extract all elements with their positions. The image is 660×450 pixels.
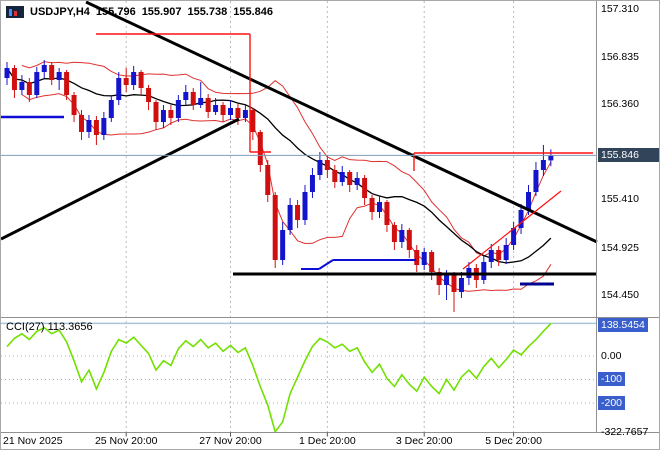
gridlines-layer — [125, 1, 515, 433]
price-axis-label: 154.450 — [601, 289, 639, 301]
indicator-value: 113.3656 — [47, 321, 93, 333]
candles-layer — [4, 60, 554, 312]
indicator-header: CCI(27) 113.3656 — [6, 321, 93, 333]
open-value: 155.796 — [95, 6, 136, 18]
time-axis-label: 3 Dec 20:00 — [395, 435, 453, 447]
panel-separators — [1, 1, 659, 437]
cci-value-badge: 138.5454 — [598, 318, 648, 332]
time-axis-label: 27 Nov 20:00 — [199, 435, 262, 447]
high-value: 155.907 — [141, 6, 182, 18]
low-value: 155.738 — [187, 6, 228, 18]
cci-value-badge: -100 — [598, 372, 626, 387]
cci-line — [6, 322, 552, 434]
price-axis-label: 156.835 — [601, 50, 639, 63]
price-axis-label: 157.310 — [601, 2, 639, 15]
current-price-badge: 155.846 — [598, 148, 659, 163]
price-axis[interactable]: 157.310 156.835 156.360 155.410 154.925 154.4… — [597, 1, 659, 449]
upper-band-line — [21, 61, 552, 257]
overlay-lines-layer — [1, 1, 598, 286]
time-axis[interactable]: 21 Nov 2025 25 Nov 20:00 27 Nov 20:00 1 Dec… — [1, 434, 659, 449]
cci-axis-label: -322.7657 — [601, 425, 649, 438]
symbol-header: USDJPY,H4 155.796 155.907 155.738 155.84… — [6, 6, 273, 18]
price-axis-label: 156.360 — [601, 98, 639, 110]
moving-average-line — [6, 67, 552, 264]
symbol-label: USDJPY,H4 — [30, 6, 90, 18]
time-axis-label: 21 Nov 2025 — [3, 435, 63, 447]
chart-icon — [6, 6, 24, 18]
time-axis-label: 25 Nov 20:00 — [94, 435, 158, 447]
cci-levels-layer — [1, 355, 596, 404]
cci-value-badge: -200 — [598, 395, 626, 410]
time-axis-label: 5 Dec 20:00 — [485, 435, 542, 447]
close-value: 155.846 — [233, 6, 273, 18]
indicator-label: CCI(27) — [6, 321, 45, 333]
cci-axis-label: 0.00 — [601, 349, 622, 362]
price-axis-label: 154.925 — [601, 241, 639, 254]
price-axis-label: 155.410 — [601, 193, 639, 205]
time-axis-label: 1 Dec 20:00 — [299, 435, 356, 447]
cci-axis[interactable]: 0.00 -322.7657 138.5454 -100 -200 — [597, 1, 659, 449]
